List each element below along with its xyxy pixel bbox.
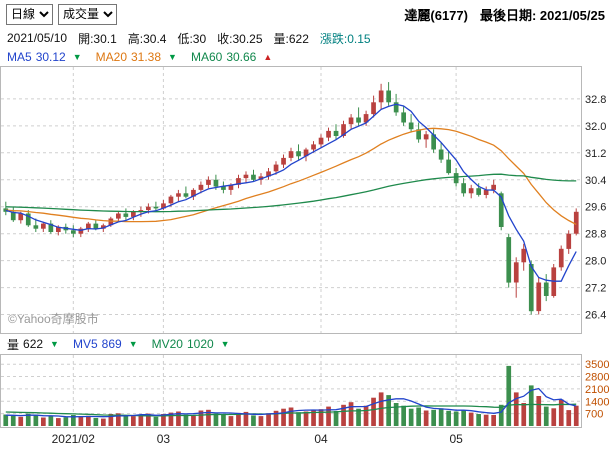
mv5-down-arrow-icon: ▼	[128, 339, 138, 349]
mv20-value: 1020	[186, 337, 214, 351]
ma60-up-arrow-icon: ▲	[263, 52, 273, 62]
x-axis-month-label: 2021/02	[51, 432, 95, 446]
volume-label: 量	[7, 337, 20, 352]
svg-text:29.6: 29.6	[585, 202, 606, 214]
quote-date: 2021/05/10	[7, 31, 68, 45]
ma-indicator-row: MA5 30.12 ▼ MA20 31.38 ▼ MA60 30.66 ▲	[7, 48, 607, 66]
price-chart-canvas[interactable]: 26.4 27.2 28.0 28.8 29.6 30.4 31.2 32.0 32.8	[0, 66, 613, 334]
svg-text:3500: 3500	[585, 359, 609, 371]
quote-close: 收:30.25	[217, 31, 263, 46]
price-chart-svg: 26.4 27.2 28.0 28.8 29.6 30.4 31.2 32.0 32.8	[0, 66, 606, 334]
volume-chart-panel[interactable]: 700 1400 2100 2800 3500	[0, 354, 613, 428]
quote-open: 開:30.1	[78, 31, 117, 46]
quote-change: 漲跌:0.15	[319, 31, 371, 46]
stock-name: 達麗(6177)	[404, 7, 468, 23]
volume-indicator-row: 量 622 ▼ MV5 869 ▼ MV20 1020 ▼	[7, 335, 607, 353]
svg-text:30.4: 30.4	[585, 175, 606, 187]
quote-high: 高:30.4	[127, 31, 167, 46]
period-select[interactable]: 日線	[6, 3, 53, 25]
svg-text:28.0: 28.0	[585, 256, 606, 268]
quote-low: 低:30	[177, 31, 207, 46]
x-axis-month-label: 05	[449, 432, 463, 446]
x-axis: 2021/02 03 04 05	[0, 428, 613, 451]
ma5-label: MA5	[7, 50, 32, 64]
ma5-down-arrow-icon: ▼	[72, 52, 82, 62]
volume-value: 622	[23, 337, 44, 351]
mv20-down-arrow-icon: ▼	[220, 339, 230, 349]
x-axis-month-label: 03	[156, 432, 171, 446]
svg-text:31.2: 31.2	[585, 148, 606, 160]
stock-header: 達麗(6177) 最後日期: 2021/05/25	[404, 5, 605, 24]
svg-text:700: 700	[585, 409, 603, 421]
svg-text:27.2: 27.2	[585, 283, 606, 295]
volume-chart-canvas[interactable]: 700 1400 2100 2800 3500	[0, 354, 613, 428]
ma20-down-arrow-icon: ▼	[168, 52, 177, 62]
quote-info-row: 2021/05/10 開:30.1 高:30.4 低:30 收:30.25 量:…	[7, 29, 607, 47]
svg-text:32.8: 32.8	[585, 94, 606, 106]
svg-text:2800: 2800	[585, 372, 609, 384]
mv20-label: MV20	[151, 337, 183, 351]
svg-text:1400: 1400	[585, 396, 609, 408]
x-axis-month-label: 04	[314, 432, 328, 446]
svg-text:32.0: 32.0	[585, 121, 606, 133]
svg-text:2100: 2100	[585, 384, 609, 396]
quote-volume: 量:622	[273, 31, 309, 46]
svg-text:26.4: 26.4	[585, 310, 606, 322]
toolbar: 日線 成交量 達麗(6177) 最後日期: 2021/05/25	[0, 0, 613, 28]
indicator-select[interactable]: 成交量	[58, 3, 117, 25]
mv5-label: MV5	[72, 337, 98, 351]
yahoo-watermark: ©Yahoo奇摩股市	[8, 312, 99, 326]
last-date: 最後日期: 2021/05/25	[479, 7, 605, 23]
price-chart-panel[interactable]: 26.4 27.2 28.0 28.8 29.6 30.4 31.2 32.0 32.8 ©Ya…	[0, 66, 613, 334]
mv5-value: 869	[101, 337, 122, 351]
ma60-value: 30.66	[226, 50, 257, 64]
ma5-value: 30.12	[35, 50, 66, 64]
svg-text:28.8: 28.8	[585, 229, 606, 241]
ma20-label: MA20	[95, 50, 127, 64]
ma60-label: MA60	[190, 50, 223, 64]
volume-down-arrow-icon: ▼	[50, 339, 59, 349]
ma20-value: 31.38	[131, 50, 162, 64]
